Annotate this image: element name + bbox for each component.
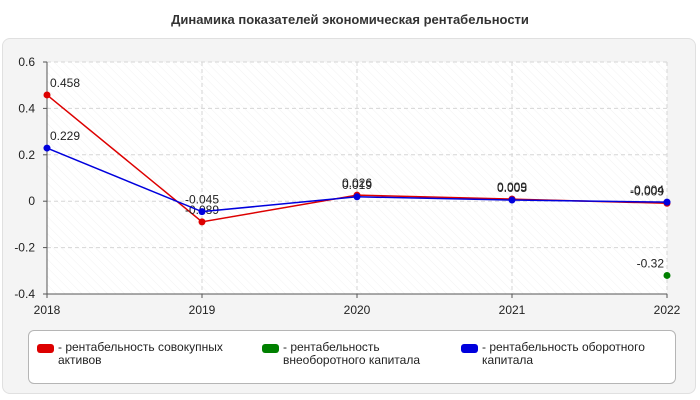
data-label: 0.019 (342, 178, 372, 192)
legend-label: - рентабельность совокупных активов (58, 340, 223, 367)
legend-swatch-blue (461, 344, 478, 353)
data-point (198, 218, 206, 226)
legend-label: - рентабельность оборотного капитала (482, 340, 645, 367)
data-label: -0.004 (630, 183, 664, 197)
legend-label: - рентабельность внеоборотного капитала (283, 340, 420, 367)
data-label: -0.045 (185, 193, 219, 207)
data-point (508, 196, 516, 204)
y-tick-label: 0.2 (18, 148, 35, 162)
data-point (663, 271, 671, 279)
y-tick-label: -0.2 (14, 241, 35, 255)
chart-legend: - рентабельность совокупных активов - ре… (28, 330, 676, 384)
data-label: 0.005 (497, 181, 527, 195)
x-tick-label: 2020 (344, 303, 371, 317)
data-point (353, 193, 361, 201)
x-tick-label: 2021 (499, 303, 526, 317)
legend-item-current-capital: - рентабельность оборотного капитала (461, 341, 671, 367)
data-point (663, 198, 671, 206)
x-tick-label: 2018 (34, 303, 61, 317)
y-tick-label: 0.6 (18, 55, 35, 69)
data-label: -0.009 (630, 184, 664, 198)
chart-title: Динамика показателей экономическая рента… (171, 12, 529, 27)
data-point (43, 91, 51, 99)
data-point (198, 208, 206, 216)
legend-swatch-red (37, 344, 54, 353)
y-tick-label: 0 (28, 194, 35, 208)
legend-swatch-green (262, 344, 279, 353)
data-label: 0.009 (497, 180, 527, 194)
legend-item-total-assets: - рентабельность совокупных активов (37, 341, 247, 367)
data-label: -0.32 (637, 256, 665, 270)
y-tick-label: -0.4 (14, 287, 35, 301)
data-label: 0.026 (342, 176, 372, 190)
x-tick-label: 2022 (654, 303, 681, 317)
x-tick-label: 2019 (189, 303, 216, 317)
data-label: 0.229 (50, 129, 80, 143)
legend-item-noncurrent-capital: - рентабельность внеоборотного капитала (262, 341, 452, 367)
y-tick-label: 0.4 (18, 101, 35, 115)
data-label: 0.458 (50, 76, 80, 90)
data-point (43, 144, 51, 152)
